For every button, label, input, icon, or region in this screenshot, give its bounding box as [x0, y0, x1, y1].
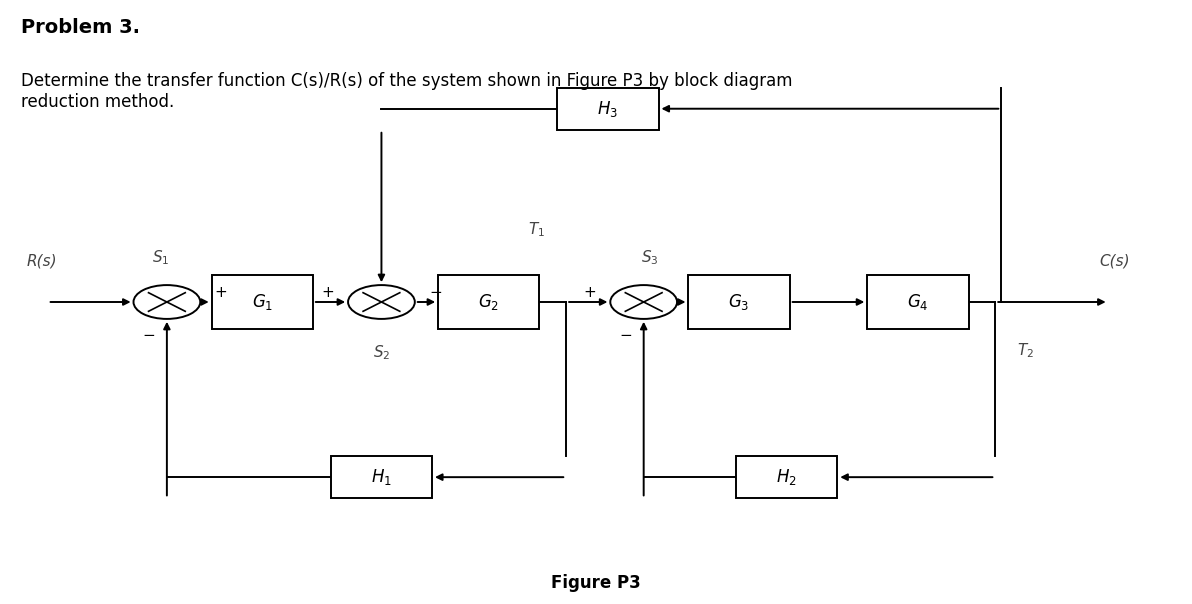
Text: +: +: [321, 286, 334, 300]
Text: $G_4$: $G_4$: [907, 292, 929, 312]
Text: $G_1$: $G_1$: [252, 292, 273, 312]
Text: $T_2$: $T_2$: [1017, 341, 1033, 359]
Text: $H_1$: $H_1$: [371, 467, 392, 487]
Text: −: −: [620, 328, 632, 343]
Circle shape: [610, 285, 677, 319]
Text: −: −: [429, 286, 442, 300]
Text: $G_2$: $G_2$: [478, 292, 499, 312]
Circle shape: [134, 285, 200, 319]
FancyBboxPatch shape: [439, 275, 539, 329]
Text: −: −: [143, 328, 155, 343]
FancyBboxPatch shape: [689, 275, 789, 329]
Text: Problem 3.: Problem 3.: [21, 18, 141, 37]
FancyBboxPatch shape: [737, 456, 837, 498]
Text: $T_1$: $T_1$: [528, 220, 545, 239]
Text: R(s): R(s): [26, 254, 57, 269]
FancyBboxPatch shape: [868, 275, 968, 329]
Text: $H_3$: $H_3$: [597, 98, 619, 119]
FancyBboxPatch shape: [331, 456, 433, 498]
Circle shape: [348, 285, 415, 319]
Text: $S_3$: $S_3$: [641, 248, 658, 267]
FancyBboxPatch shape: [557, 88, 658, 130]
Text: C(s): C(s): [1099, 254, 1130, 269]
Text: $G_3$: $G_3$: [728, 292, 750, 312]
Text: Determine the transfer function C(s)/R(s) of the system shown in Figure P3 by bl: Determine the transfer function C(s)/R(s…: [21, 72, 793, 111]
Text: +: +: [215, 286, 228, 300]
Text: $H_2$: $H_2$: [776, 467, 797, 487]
FancyBboxPatch shape: [212, 275, 312, 329]
Text: $S_1$: $S_1$: [153, 248, 169, 267]
Text: $S_2$: $S_2$: [373, 343, 390, 362]
Text: +: +: [583, 286, 596, 300]
Text: Figure P3: Figure P3: [551, 574, 641, 592]
